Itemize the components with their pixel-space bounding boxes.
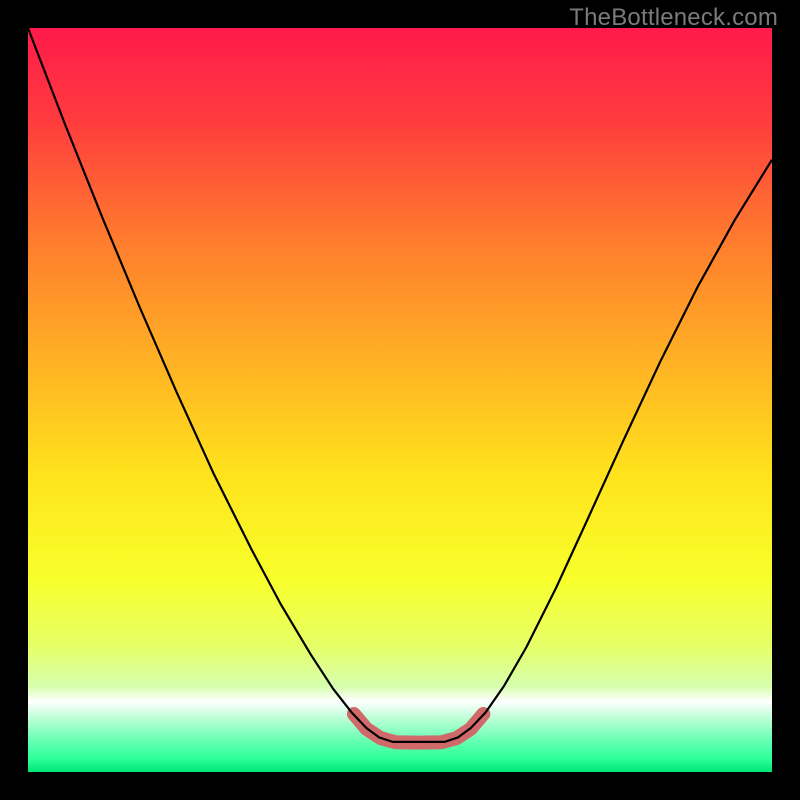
watermark-text: TheBottleneck.com xyxy=(569,4,778,32)
plot-area xyxy=(28,28,772,772)
accent-underline xyxy=(354,714,483,743)
curve-layer xyxy=(28,28,772,772)
chart-frame: TheBottleneck.com xyxy=(0,0,800,800)
bottleneck-curve xyxy=(28,28,772,742)
